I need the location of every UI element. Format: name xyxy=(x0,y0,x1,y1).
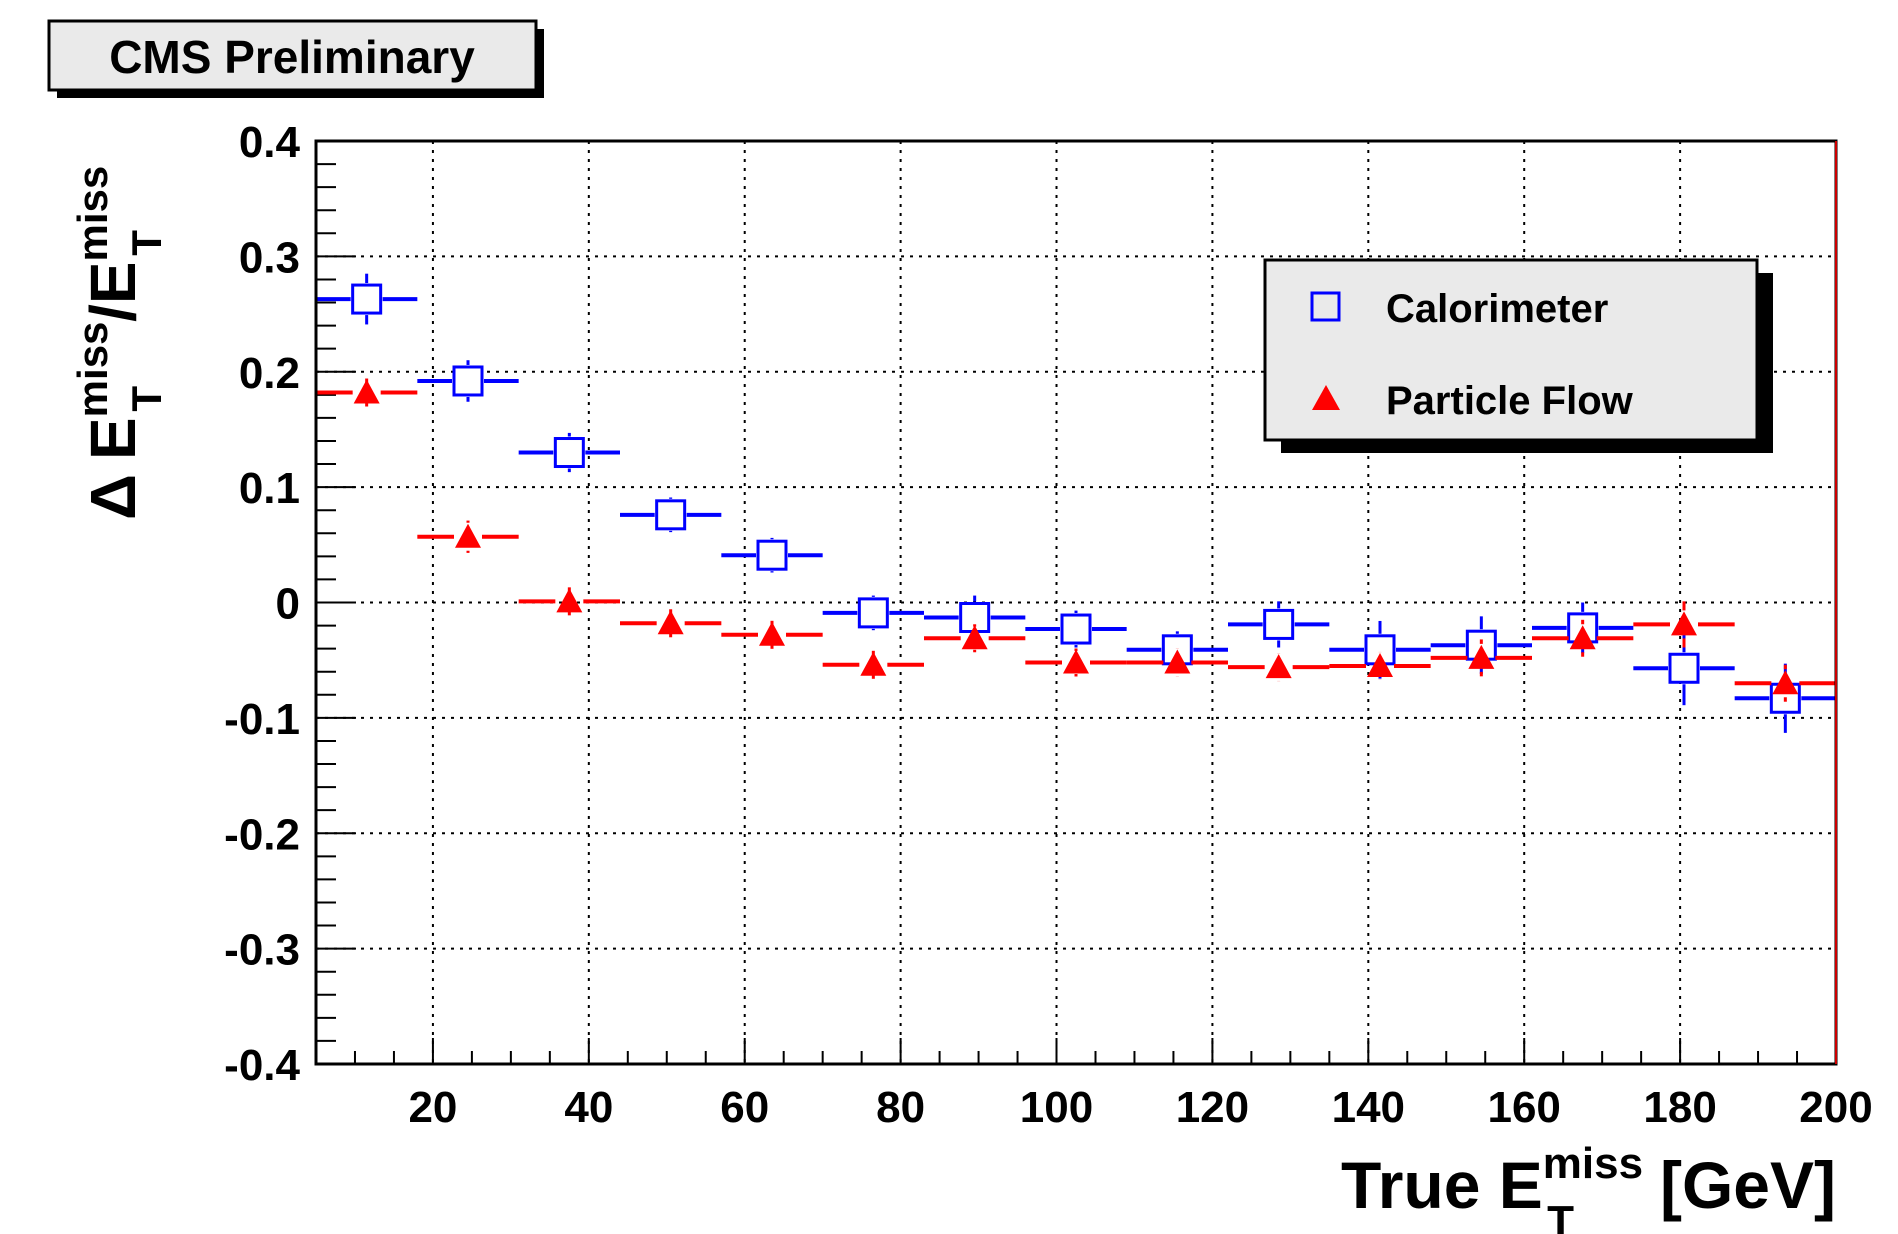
y-axis-label-sub1: T xyxy=(123,386,170,412)
data-point xyxy=(1265,654,1292,679)
data-point xyxy=(655,499,687,531)
data-point xyxy=(1263,608,1295,640)
y-tick-label: 0.2 xyxy=(239,349,300,398)
y-tick-label: -0.3 xyxy=(224,926,300,975)
x-axis-label-sub: T xyxy=(1547,1197,1574,1234)
data-point xyxy=(1060,613,1092,645)
y-tick-labels: -0.4 -0.3 -0.2 -0.1 0 0.1 0.2 0.3 0.4 xyxy=(224,118,300,1090)
data-point xyxy=(556,588,583,613)
y-axis-label-sup2: miss xyxy=(69,166,116,262)
x-tick-label: 40 xyxy=(564,1083,613,1132)
y-tick-label: -0.1 xyxy=(224,695,300,744)
legend-particle-flow-marker xyxy=(1312,385,1340,410)
y-axis-label-delta: Δ xyxy=(77,474,149,520)
data-point xyxy=(1569,625,1596,650)
y-axis-label-sup1: miss xyxy=(69,322,116,418)
y-axis-label-e1: E xyxy=(77,417,149,460)
x-axis-label-unit: [GeV] xyxy=(1660,1148,1836,1222)
data-point xyxy=(961,625,988,650)
legend-calorimeter-marker xyxy=(1310,291,1341,322)
y-tick-label: -0.2 xyxy=(224,810,300,859)
data-point xyxy=(1063,649,1089,674)
data-point xyxy=(1671,611,1697,636)
data-point xyxy=(657,610,684,635)
x-tick-label: 180 xyxy=(1643,1083,1716,1132)
y-axis-label: ΔEmiss T/Emiss T xyxy=(69,166,170,520)
y-tick-label: 0 xyxy=(276,580,300,629)
data-point xyxy=(452,365,484,397)
data-point xyxy=(1468,644,1495,669)
legend-particle-flow-label: Particle Flow xyxy=(1386,379,1634,423)
x-tick-label: 160 xyxy=(1487,1083,1560,1132)
data-point xyxy=(1668,652,1700,684)
data-point xyxy=(553,437,585,469)
title-box: CMS Preliminary xyxy=(47,19,544,98)
y-tick-label: 0.4 xyxy=(239,118,301,167)
x-tick-label: 140 xyxy=(1332,1083,1405,1132)
data-point xyxy=(351,283,383,315)
data-point xyxy=(756,539,788,571)
axes xyxy=(315,140,1837,1065)
data-point xyxy=(857,597,889,629)
data-point xyxy=(860,651,887,676)
data-point xyxy=(455,523,481,548)
legend-calorimeter-label: Calorimeter xyxy=(1386,287,1608,331)
y-axis-label-sub2: T xyxy=(123,230,170,256)
x-tick-labels: 20 40 60 80 100 120 140 160 180 200 xyxy=(408,1083,1872,1132)
x-axis-label-main: True E xyxy=(1341,1148,1543,1222)
legend: Calorimeter Particle Flow xyxy=(1263,258,1773,453)
series-particle-flow xyxy=(316,378,1836,702)
y-tick-label: 0.1 xyxy=(239,464,300,513)
data-marks xyxy=(316,273,1836,733)
series-calorimeter xyxy=(316,273,1836,733)
x-tick-label: 20 xyxy=(408,1083,457,1132)
data-point xyxy=(1367,652,1393,677)
data-point xyxy=(1164,649,1191,674)
x-axis-label-sup: miss xyxy=(1543,1139,1643,1188)
x-tick-label: 100 xyxy=(1020,1083,1093,1132)
x-tick-label: 80 xyxy=(876,1083,925,1132)
x-tick-label: 60 xyxy=(720,1083,769,1132)
data-point xyxy=(353,379,380,404)
data-point xyxy=(1772,670,1799,695)
data-point xyxy=(759,621,785,646)
y-axis-label-e2: E xyxy=(77,261,149,304)
x-tick-label: 200 xyxy=(1799,1083,1872,1132)
y-axis-label-slash: / xyxy=(77,304,149,322)
y-tick-label: -0.4 xyxy=(224,1041,300,1090)
chart-title: CMS Preliminary xyxy=(109,31,475,83)
x-axis-label: True Emiss T [GeV] xyxy=(1341,1139,1836,1234)
x-tick-label: 120 xyxy=(1176,1083,1249,1132)
y-tick-label: 0.3 xyxy=(239,233,300,282)
